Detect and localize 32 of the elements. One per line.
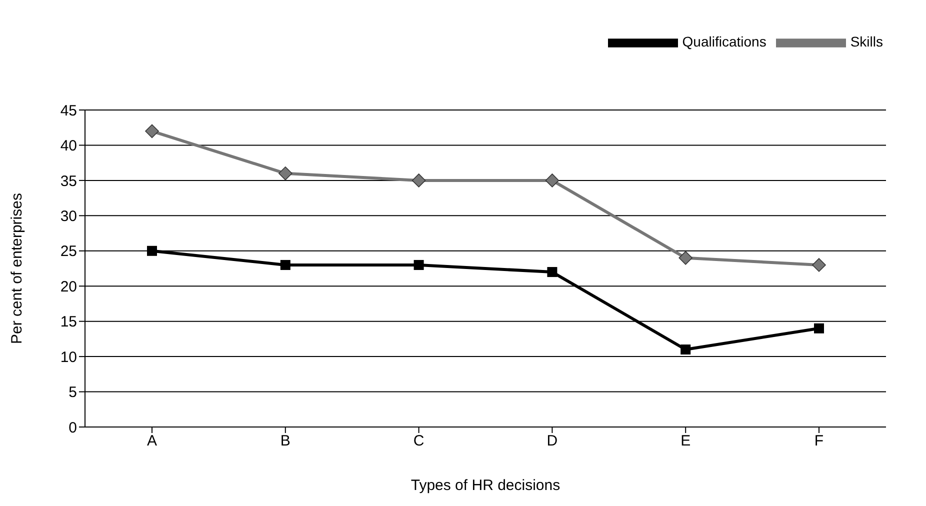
legend-label: Qualifications xyxy=(682,34,766,50)
point xyxy=(414,260,424,270)
point xyxy=(278,166,292,180)
y-axis-title: Per cent of enterprises xyxy=(8,193,26,344)
y-tick-label: 30 xyxy=(60,208,77,225)
y-tick-label: 15 xyxy=(60,314,77,331)
point xyxy=(812,258,826,272)
y-tick-label: 0 xyxy=(68,419,77,436)
point xyxy=(680,344,691,355)
y-tick-label: 25 xyxy=(60,243,77,260)
point xyxy=(147,246,157,256)
y-tick-label: 5 xyxy=(68,384,77,402)
legend-label: Skills xyxy=(850,34,883,50)
point xyxy=(145,124,159,138)
x-tick-label: C xyxy=(413,432,424,450)
x-tick-label: D xyxy=(546,432,558,450)
y-tick-label: 35 xyxy=(60,172,77,190)
y-tick-label: 10 xyxy=(60,348,77,366)
point xyxy=(545,174,560,188)
x-tick-label: F xyxy=(814,432,824,450)
point xyxy=(814,323,824,334)
point xyxy=(547,267,558,278)
x-tick-label: E xyxy=(680,432,691,450)
point xyxy=(678,251,692,265)
point xyxy=(412,174,426,188)
y-tick-label: 45 xyxy=(60,102,77,120)
y-tick-label: 40 xyxy=(60,138,77,155)
x-tick-label: B xyxy=(280,432,290,450)
x-axis-title: Types of HR decisions xyxy=(410,477,560,494)
point xyxy=(280,260,290,270)
x-tick-label: A xyxy=(146,432,158,450)
y-tick-label: 20 xyxy=(60,278,77,296)
